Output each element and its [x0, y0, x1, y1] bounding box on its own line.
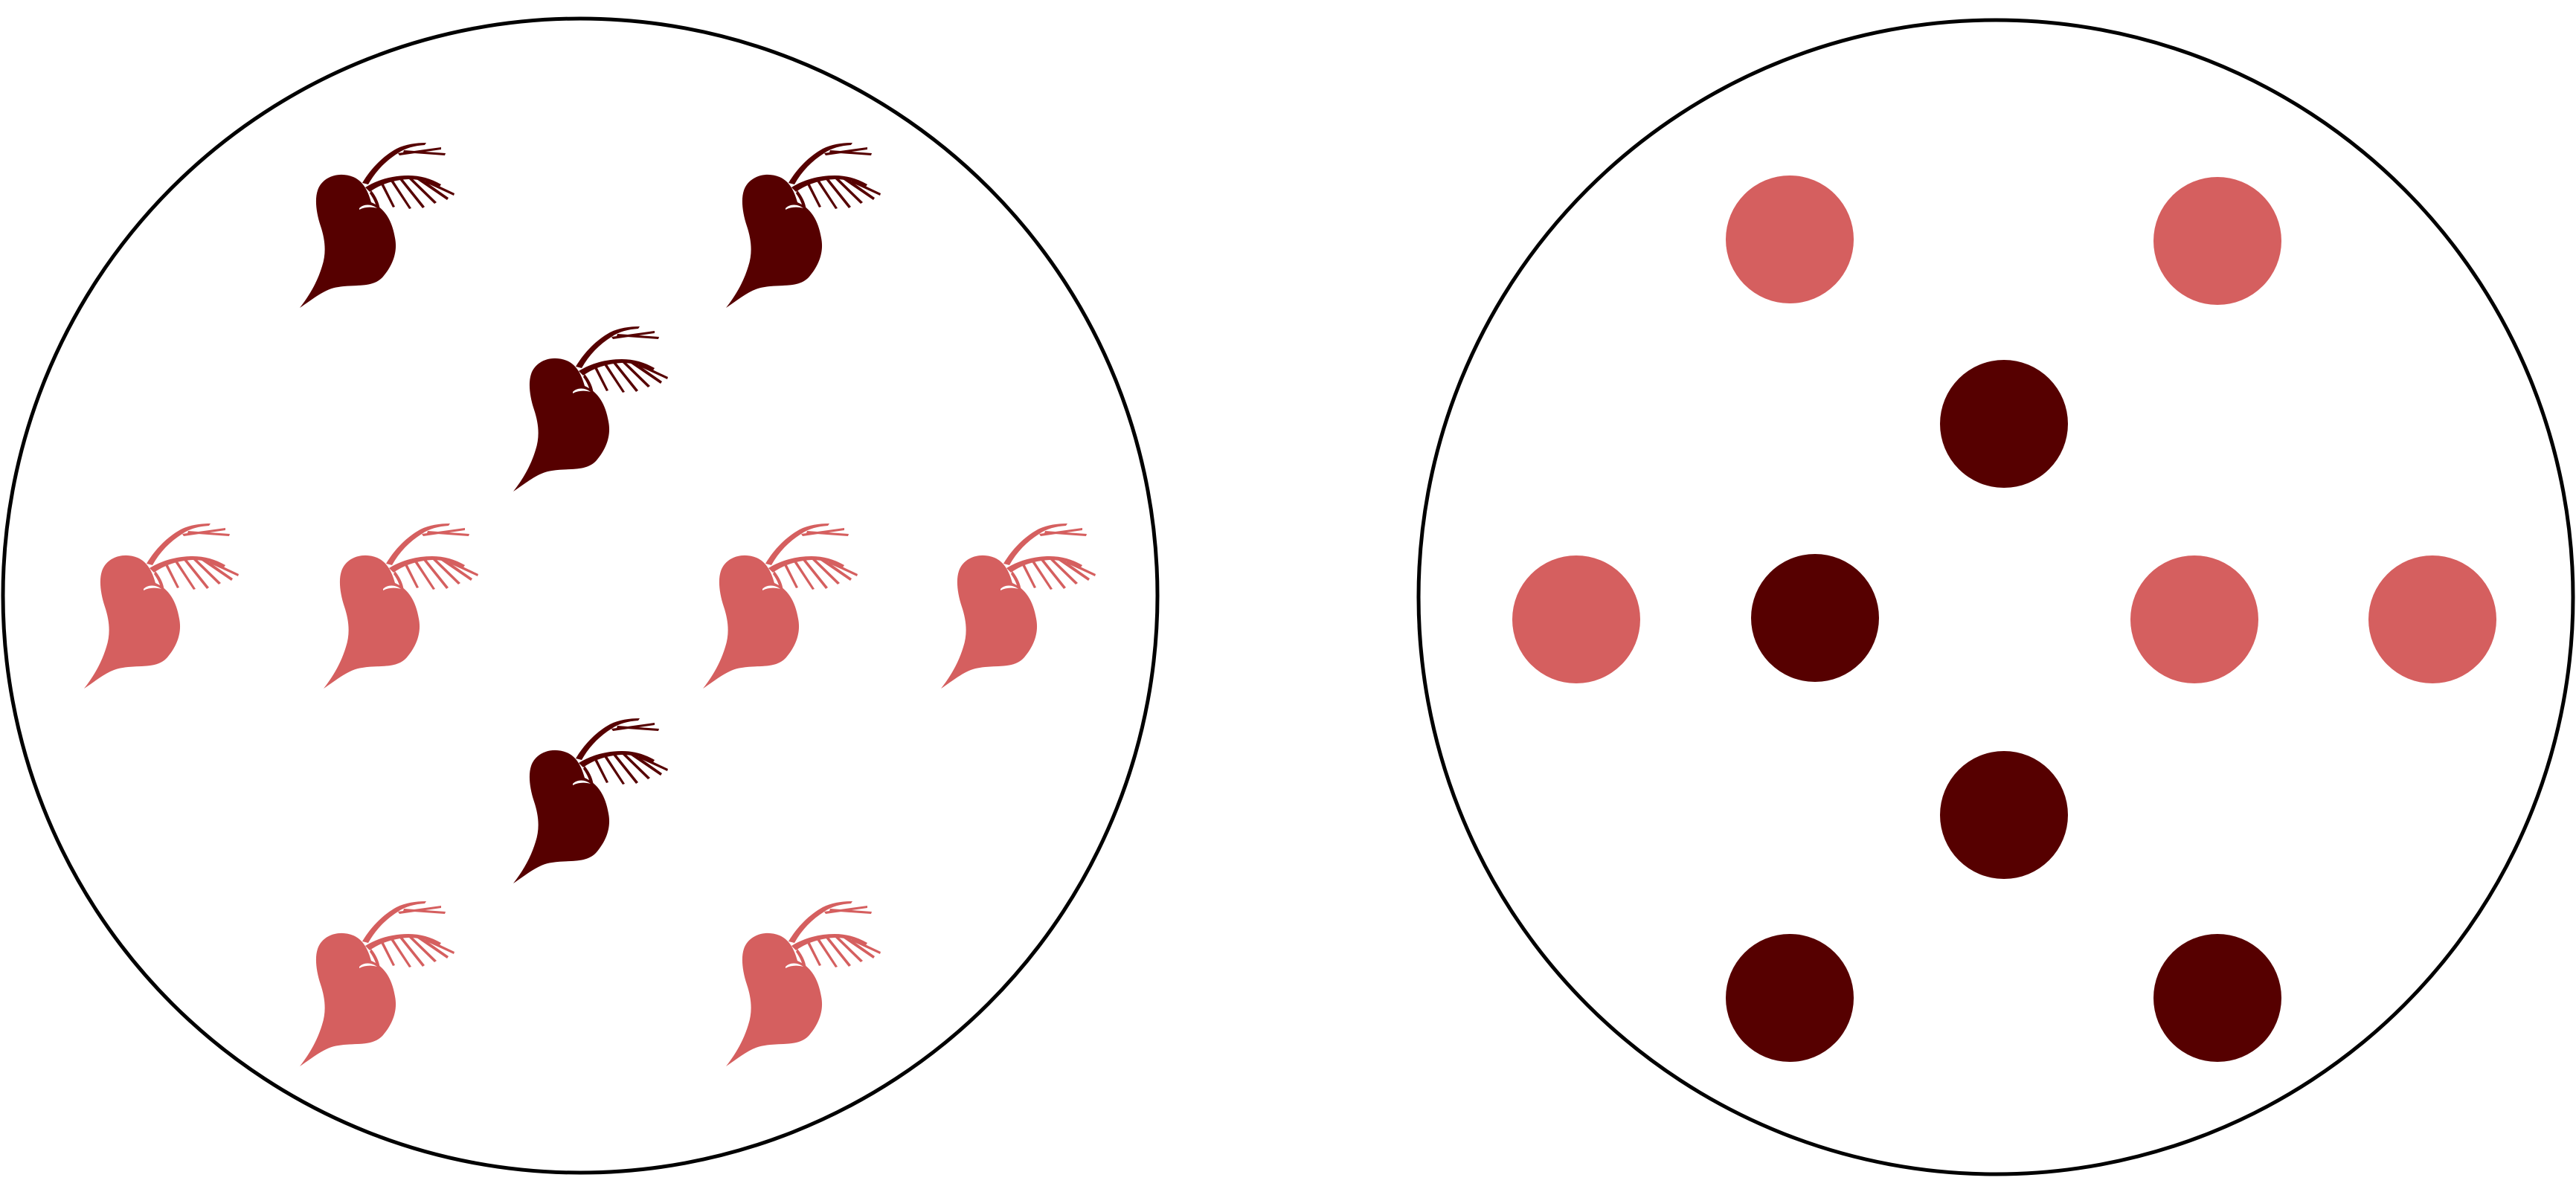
dot-icon: [1726, 175, 1854, 303]
dot-icon: [1726, 934, 1854, 1062]
dot-icon: [2368, 555, 2496, 683]
beet-icon: [84, 523, 239, 689]
beet-icon: [726, 901, 881, 1066]
beet-group: [84, 143, 1096, 1066]
left-panel: [1, 16, 1160, 1175]
beet-icon: [941, 523, 1096, 689]
dot-icon: [1940, 360, 2068, 488]
beet-icon: [324, 523, 478, 689]
dot-group: [1512, 175, 2496, 1062]
beet-icon: [300, 143, 455, 308]
beet-icon: [513, 326, 668, 492]
dot-icon: [1751, 554, 1879, 682]
dot-icon: [1940, 751, 2068, 879]
beet-icon: [300, 901, 455, 1066]
beet-icon: [513, 718, 668, 883]
right-panel: [1416, 18, 2575, 1176]
dot-icon: [1512, 555, 1640, 683]
dot-icon: [2153, 177, 2281, 305]
beet-icon: [726, 143, 881, 308]
left-panel-boundary: [1, 16, 1160, 1175]
right-panel-boundary: [1416, 18, 2575, 1176]
dot-icon: [2153, 934, 2281, 1062]
dot-icon: [2130, 555, 2258, 683]
beet-icon: [703, 523, 858, 689]
